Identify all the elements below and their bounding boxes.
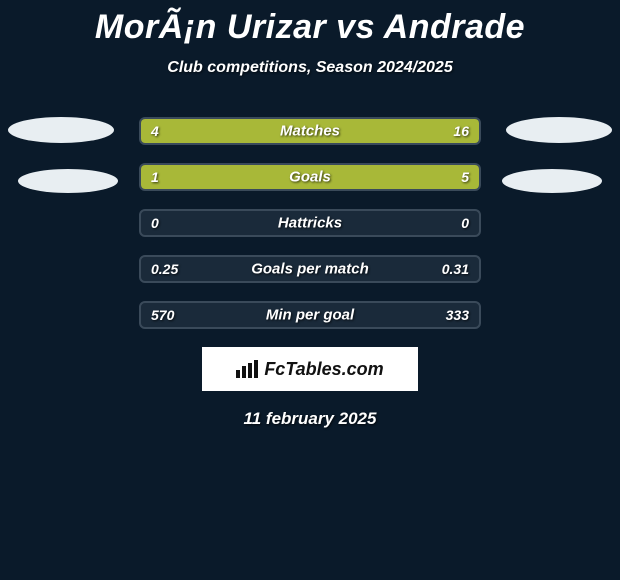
stat-value-left: 1 <box>151 169 159 185</box>
stat-value-left: 4 <box>151 123 159 139</box>
date-text: 11 february 2025 <box>0 409 620 429</box>
subtitle: Club competitions, Season 2024/2025 <box>0 59 620 77</box>
stat-label: Goals per match <box>251 261 369 278</box>
fill-right <box>209 119 479 143</box>
stat-row-hattricks: 0 Hattricks 0 <box>139 209 481 237</box>
stats-area: 4 Matches 16 1 Goals 5 0 Hattricks 0 0.2… <box>0 117 620 329</box>
stat-value-right: 0.31 <box>442 261 469 277</box>
stat-label: Min per goal <box>266 307 354 324</box>
stat-value-left: 0 <box>151 215 159 231</box>
fill-left <box>141 165 195 189</box>
stat-value-right: 16 <box>453 123 469 139</box>
fill-right <box>195 165 479 189</box>
stat-label: Goals <box>289 169 331 186</box>
player-left-ellipse-2 <box>18 169 118 193</box>
stat-value-left: 0.25 <box>151 261 178 277</box>
stat-value-right: 333 <box>446 307 469 323</box>
page-title: MorÃ¡n Urizar vs Andrade <box>0 0 620 47</box>
player-left-ellipse-1 <box>8 117 114 143</box>
stat-value-right: 0 <box>461 215 469 231</box>
player-right-ellipse-1 <box>506 117 612 143</box>
player-right-ellipse-2 <box>502 169 602 193</box>
stat-label: Hattricks <box>278 215 342 232</box>
stat-row-matches: 4 Matches 16 <box>139 117 481 145</box>
branding-text: FcTables.com <box>264 359 383 380</box>
branding-box: FcTables.com <box>202 347 418 391</box>
stat-row-goals-per-match: 0.25 Goals per match 0.31 <box>139 255 481 283</box>
stat-row-goals: 1 Goals 5 <box>139 163 481 191</box>
stat-row-min-per-goal: 570 Min per goal 333 <box>139 301 481 329</box>
bars-container: 4 Matches 16 1 Goals 5 0 Hattricks 0 0.2… <box>139 117 481 329</box>
stat-label: Matches <box>280 123 340 140</box>
chart-icon <box>236 360 258 378</box>
stat-value-right: 5 <box>461 169 469 185</box>
stat-value-left: 570 <box>151 307 174 323</box>
